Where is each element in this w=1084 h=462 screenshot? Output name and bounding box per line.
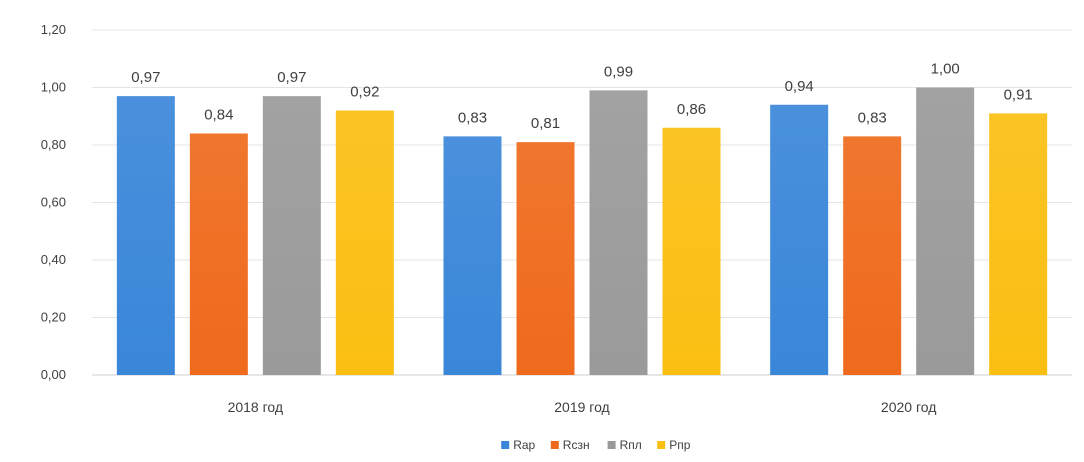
legend-item: Rпл bbox=[607, 438, 642, 452]
legend-item: Pпр bbox=[657, 438, 691, 452]
data-label: 0,97 bbox=[277, 69, 306, 86]
bar-Rcзн bbox=[189, 133, 248, 375]
legend-label: Rap bbox=[513, 438, 535, 452]
legend-item: Rap bbox=[501, 438, 536, 452]
gridlines bbox=[92, 29, 1072, 376]
x-category-label: 2019 год bbox=[554, 399, 609, 415]
legend-label: Pпр bbox=[669, 438, 691, 452]
data-label: 0,81 bbox=[531, 115, 560, 132]
bar-Rпл bbox=[916, 87, 975, 375]
x-axis: 2018 год 2019 год 2020 год bbox=[228, 399, 937, 415]
y-tick-label: 0,00 bbox=[41, 367, 66, 382]
legend-swatch bbox=[607, 441, 616, 449]
bar-Rap bbox=[116, 96, 175, 375]
y-tick-label: 0,80 bbox=[41, 137, 66, 152]
data-label: 0,83 bbox=[858, 109, 887, 126]
y-tick-label: 1,20 bbox=[41, 22, 66, 37]
bar-Rпл bbox=[589, 90, 648, 375]
bar-Pпр bbox=[662, 127, 721, 375]
y-tick-label: 0,60 bbox=[41, 195, 66, 210]
bar-Rcзн bbox=[516, 142, 575, 375]
bar-Rap bbox=[443, 136, 502, 375]
data-label: 0,92 bbox=[350, 84, 379, 101]
legend-swatch bbox=[501, 441, 510, 449]
data-label: 0,94 bbox=[785, 78, 814, 95]
data-label: 1,00 bbox=[931, 61, 960, 78]
y-tick-label: 0,40 bbox=[41, 252, 66, 267]
bars bbox=[116, 87, 1048, 375]
bar-Pпр bbox=[335, 110, 394, 375]
data-label: 0,97 bbox=[131, 69, 160, 86]
legend-label: Rпл bbox=[620, 438, 642, 452]
data-label: 0,84 bbox=[204, 107, 233, 124]
legend-label: Rcзн bbox=[563, 438, 590, 452]
x-category-label: 2020 год bbox=[881, 399, 936, 415]
legend-item: Rcзн bbox=[550, 438, 590, 452]
y-tick-label: 0,20 bbox=[41, 310, 66, 325]
legend-swatch bbox=[550, 441, 559, 449]
bar-Rcзн bbox=[843, 136, 902, 375]
data-label: 0,99 bbox=[604, 63, 633, 80]
y-axis-tick-labels: 0,00 0,20 0,40 0,60 0,80 1,00 1,20 bbox=[41, 22, 66, 382]
data-label: 0,83 bbox=[458, 109, 487, 126]
y-tick-label: 1,00 bbox=[41, 80, 66, 95]
legend-swatch bbox=[657, 441, 666, 449]
bar-Rap bbox=[770, 104, 829, 375]
bar-Pпр bbox=[989, 113, 1048, 375]
data-labels: 0,97 0,84 0,97 0,92 0,83 0,81 0,99 0,86 0,94 0,83… bbox=[131, 61, 1033, 133]
bar-Rпл bbox=[262, 96, 321, 375]
x-category-label: 2018 год bbox=[228, 399, 283, 415]
legend: Rap Rcзн Rпл Pпр bbox=[501, 438, 691, 452]
data-label: 0,86 bbox=[677, 101, 706, 118]
data-label: 0,91 bbox=[1004, 86, 1033, 103]
